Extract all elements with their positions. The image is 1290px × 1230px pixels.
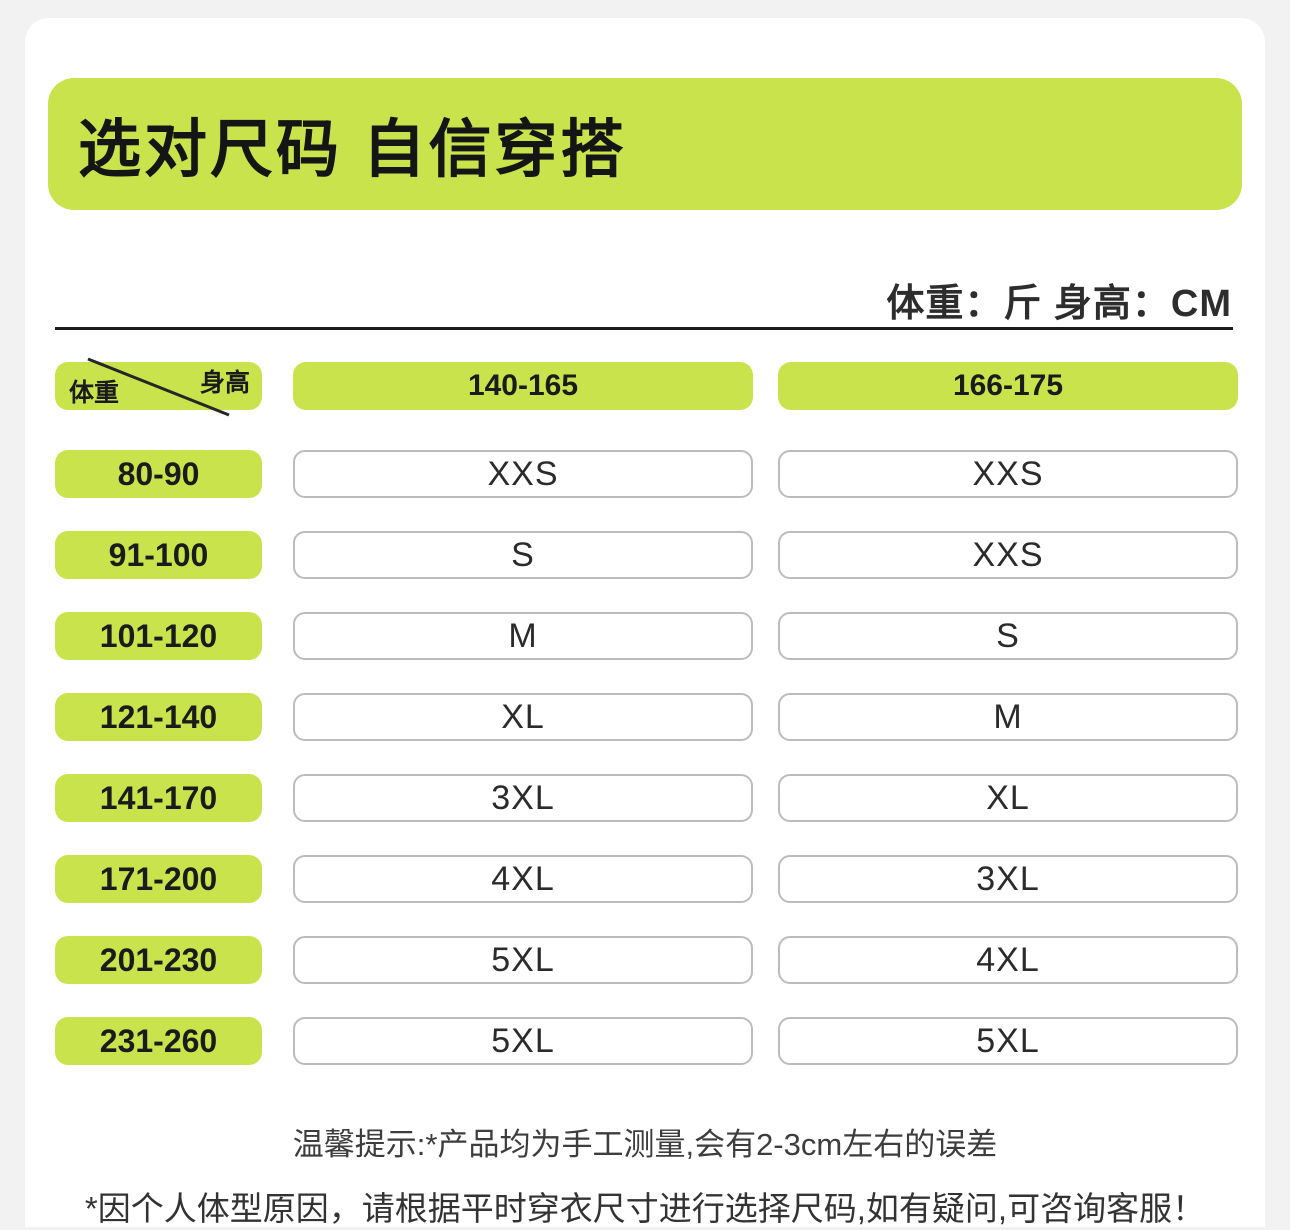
weight-pill: 91-100 bbox=[55, 531, 262, 579]
size-pill: XXS bbox=[293, 450, 753, 498]
weight-pill: 171-200 bbox=[55, 855, 262, 903]
size-pill: 3XL bbox=[778, 855, 1238, 903]
size-pill: XL bbox=[293, 693, 753, 741]
page-title: 选对尺码 自信穿搭 bbox=[78, 114, 627, 185]
size-pill: 5XL bbox=[293, 1017, 753, 1065]
height-column-header: 140-165 bbox=[293, 362, 753, 410]
table-row: 171-200 4XL 3XL bbox=[55, 855, 1238, 903]
size-pill: 5XL bbox=[293, 936, 753, 984]
size-pill: M bbox=[778, 693, 1238, 741]
height-column-header: 166-175 bbox=[778, 362, 1238, 410]
divider-line bbox=[55, 327, 1233, 330]
corner-cell: 体重 身高 bbox=[55, 357, 262, 417]
size-pill: 3XL bbox=[293, 774, 753, 822]
size-pill: S bbox=[293, 531, 753, 579]
table-row: 121-140 XL M bbox=[55, 693, 1238, 741]
size-pill: 4XL bbox=[293, 855, 753, 903]
weight-pill: 121-140 bbox=[55, 693, 262, 741]
table-row: 80-90 XXS XXS bbox=[55, 450, 1238, 498]
title-banner: 选对尺码 自信穿搭 bbox=[48, 78, 1242, 210]
weight-pill: 231-260 bbox=[55, 1017, 262, 1065]
size-pill: XXS bbox=[778, 531, 1238, 579]
table-header-row: 体重 身高 140-165 166-175 bbox=[55, 357, 1238, 417]
weight-pill: 141-170 bbox=[55, 774, 262, 822]
size-pill: M bbox=[293, 612, 753, 660]
note-line: 温馨提示:*产品均为手工测量,会有2-3cm左右的误差 bbox=[292, 1127, 998, 1162]
note-line: *因个人体型原因，请根据平时穿衣尺寸进行选择尺码,如有疑问,可咨询客服！ bbox=[84, 1190, 1206, 1227]
diagonal-line bbox=[87, 357, 230, 417]
size-pill: 5XL bbox=[778, 1017, 1238, 1065]
weight-pill: 201-230 bbox=[55, 936, 262, 984]
table-row: 101-120 M S bbox=[55, 612, 1238, 660]
table-row: 231-260 5XL 5XL bbox=[55, 1017, 1238, 1065]
size-pill: XXS bbox=[778, 450, 1238, 498]
size-table: 体重 身高 140-165 166-175 80-90 XXS XXS 91-1… bbox=[55, 357, 1238, 1098]
size-pill: XL bbox=[778, 774, 1238, 822]
table-row: 141-170 3XL XL bbox=[55, 774, 1238, 822]
units-note: 体重：斤 身高：CM bbox=[886, 283, 1232, 325]
table-row: 91-100 S XXS bbox=[55, 531, 1238, 579]
size-pill: S bbox=[778, 612, 1238, 660]
weight-pill: 80-90 bbox=[55, 450, 262, 498]
weight-pill: 101-120 bbox=[55, 612, 262, 660]
weight-axis-label: 体重 bbox=[69, 379, 120, 407]
height-axis-label: 身高 bbox=[199, 369, 250, 397]
size-pill: 4XL bbox=[778, 936, 1238, 984]
table-row: 201-230 5XL 4XL bbox=[55, 936, 1238, 984]
